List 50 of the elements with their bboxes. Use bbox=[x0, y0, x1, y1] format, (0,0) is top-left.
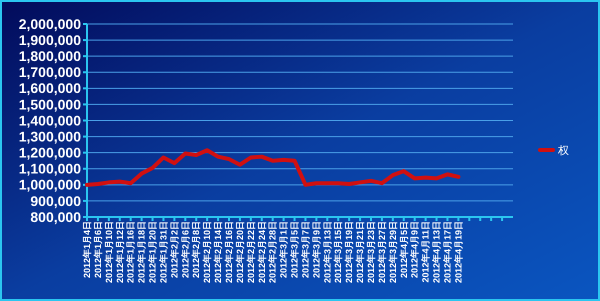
y-tick-label: 1,900,000 bbox=[18, 32, 82, 48]
x-tick-label: 2012年3月7日 bbox=[300, 221, 310, 278]
x-tick-label: 2012年2月6日 bbox=[180, 221, 190, 278]
x-tick-label: 2012年2月10日 bbox=[202, 221, 212, 284]
y-tick-label: 1,300,000 bbox=[18, 128, 82, 144]
x-tick-label: 2012年3月9日 bbox=[311, 221, 322, 278]
x-tick-label: 2012年1月20日 bbox=[148, 221, 158, 284]
x-tick-label: 2012年2月8日 bbox=[191, 221, 202, 278]
x-tick-label: 2012年2月22日 bbox=[246, 221, 256, 284]
y-tick-label: 1,600,000 bbox=[18, 80, 82, 96]
x-tick-label: 2012年4月19日 bbox=[453, 221, 464, 284]
x-tick-label: 2012年3月19日 bbox=[344, 221, 354, 284]
x-tick-label: 2012年2月24日 bbox=[256, 221, 267, 284]
x-tick-label: 2012年3月23日 bbox=[366, 221, 376, 284]
y-tick-label: 1,200,000 bbox=[18, 144, 82, 161]
x-tick-label: 2012年2月14日 bbox=[213, 221, 224, 284]
y-tick-label: 2,000,000 bbox=[18, 16, 82, 32]
x-tick-label: 2012年2月20日 bbox=[234, 221, 245, 284]
y-tick-label: 1,800,000 bbox=[18, 48, 82, 64]
x-tick-label: 2012年4月11日 bbox=[420, 221, 431, 283]
x-tick-label: 2012年2月28日 bbox=[268, 221, 278, 284]
x-tick-label: 2012年3月13日 bbox=[322, 221, 332, 284]
x-tick-label: 2012年4月5日 bbox=[398, 221, 409, 278]
y-tick-label: 1,700,000 bbox=[18, 64, 82, 80]
line-series bbox=[85, 148, 460, 187]
x-tick-label: 2012年4月13日 bbox=[432, 221, 442, 284]
y-tick-label: 800,000 bbox=[30, 208, 82, 225]
x-tick-label: 2012年1月4日 bbox=[82, 221, 92, 278]
y-tick-label: 1,000,000 bbox=[18, 176, 82, 193]
x-tick-label: 2012年3月27日 bbox=[376, 221, 387, 284]
x-tick-label: 2012年3月29日 bbox=[388, 221, 398, 284]
y-tick-label: 1,400,000 bbox=[18, 112, 82, 128]
x-tick-label: 2012年2月16日 bbox=[224, 221, 234, 284]
y-tick-label: 900,000 bbox=[30, 192, 82, 209]
x-tick-label: 2012年3月21日 bbox=[355, 221, 366, 284]
x-tick-label: 2012年4月9日 bbox=[410, 221, 420, 278]
x-tick-label: 2012年3月5日 bbox=[290, 221, 300, 278]
x-tick-label: 2012年1月18日 bbox=[136, 221, 147, 284]
x-tick-label: 2012年4月17日 bbox=[442, 221, 452, 284]
x-tick-label: 2012年1月16日 bbox=[126, 221, 136, 284]
y-tick-label: 1,100,000 bbox=[18, 160, 82, 177]
y-tick-label: 1,500,000 bbox=[18, 96, 82, 112]
legend-label: 权 bbox=[557, 144, 569, 157]
x-tick-label: 2012年1月10日 bbox=[104, 221, 114, 284]
x-tick-label: 2012年1月6日 bbox=[92, 221, 103, 278]
x-tick-label: 2012年3月15日 bbox=[333, 221, 344, 284]
x-tick-label: 2012年1月12日 bbox=[114, 221, 125, 284]
x-tick-label: 2012年2月2日 bbox=[169, 221, 180, 278]
x-tick-label: 2012年1月31日 bbox=[158, 221, 168, 284]
x-tick-label: 2012年3月1日 bbox=[278, 221, 289, 278]
